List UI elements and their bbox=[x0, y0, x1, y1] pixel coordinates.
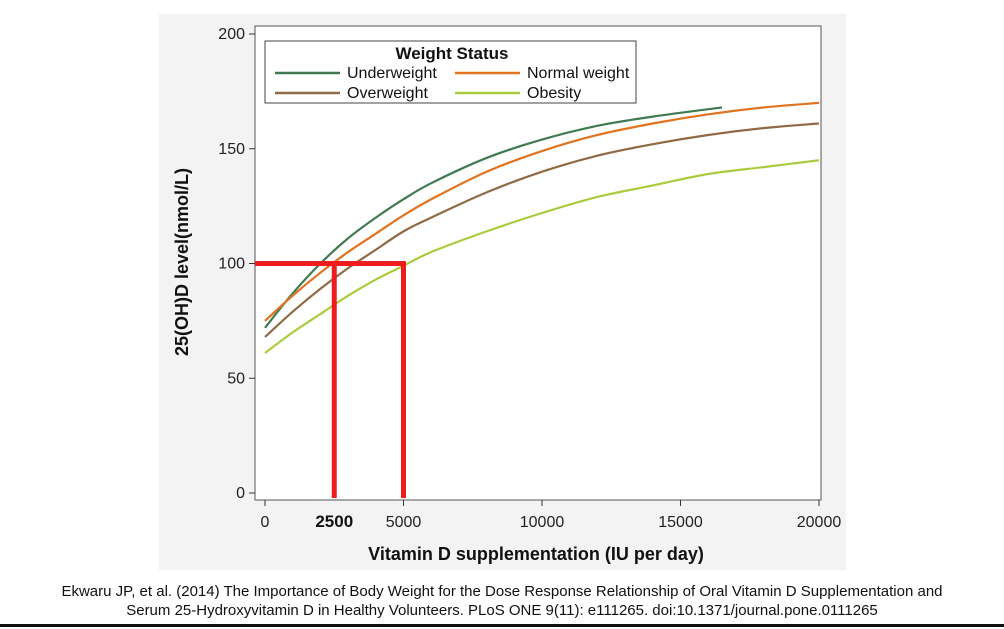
series-line-normal-weight bbox=[264, 101, 820, 322]
x-tick-label: 0 bbox=[261, 514, 270, 531]
y-tick-label: 150 bbox=[218, 141, 245, 158]
series-line-overweight bbox=[264, 122, 820, 338]
y-tick-label: 200 bbox=[218, 26, 245, 43]
series-line-obesity bbox=[264, 159, 820, 354]
x-tick-label: 15000 bbox=[658, 514, 703, 531]
bottom-divider bbox=[0, 624, 1004, 627]
x-axis-title: Vitamin D supplementation (IU per day) bbox=[368, 544, 704, 564]
annotation-label: 2500 bbox=[315, 512, 353, 531]
legend-label-overweight: Overweight bbox=[347, 85, 428, 102]
legend-title: Weight Status bbox=[395, 44, 508, 63]
citation-line-1: Ekwaru JP, et al. (2014) The Importance … bbox=[61, 583, 943, 600]
y-tick-label: 100 bbox=[218, 256, 245, 273]
y-tick-label: 50 bbox=[227, 370, 245, 387]
x-tick-label: 10000 bbox=[520, 514, 565, 531]
x-tick-label: 5000 bbox=[386, 514, 422, 531]
y-tick-label: 0 bbox=[236, 485, 245, 502]
legend-label-underweight: Underweight bbox=[347, 65, 437, 82]
legend-label-obesity: Obesity bbox=[527, 85, 581, 102]
x-tick-label: 20000 bbox=[797, 514, 842, 531]
citation-line-2: Serum 25-Hydroxyvitamin D in Healthy Vol… bbox=[126, 602, 878, 619]
citation: Ekwaru JP, et al. (2014) The Importance … bbox=[0, 582, 1004, 620]
legend-label-normal-weight: Normal weight bbox=[527, 65, 630, 82]
y-axis-title: 25(OH)D level(nmol/L) bbox=[172, 168, 192, 356]
